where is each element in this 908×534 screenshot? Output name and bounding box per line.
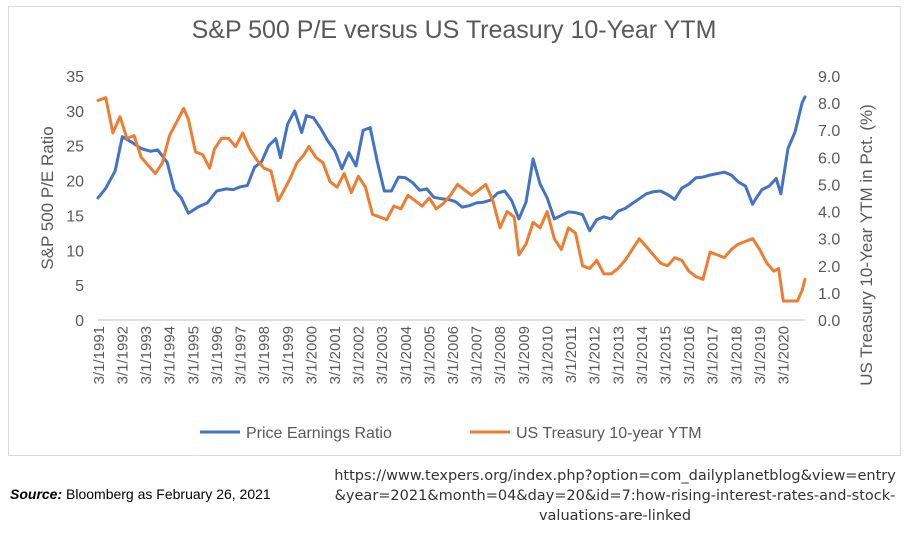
x-tick-label: 3/1/2006 xyxy=(445,326,462,384)
y2-axis-label: US Treasury 10-Year YTM in Pct. (%) xyxy=(857,104,876,386)
x-tick-label: 3/1/2005 xyxy=(421,326,438,384)
y-tick-label: 10 xyxy=(66,243,84,260)
legend-label: US Treasury 10-year YTM xyxy=(516,425,702,442)
y2-tick-label: 0.0 xyxy=(818,313,840,330)
source-note: Source: Bloomberg as February 26, 2021 xyxy=(10,486,271,502)
chart-plot: 0 5 10 15 20 25 30 35 0.0 1.0 2.0 3.0 4.0 5.0 6.0 7.0 8.… xyxy=(38,69,876,442)
x-tick-label: 3/1/2015 xyxy=(657,326,674,384)
y2-tick-label: 2.0 xyxy=(818,259,840,276)
y2-tick-label: 7.0 xyxy=(818,123,840,140)
x-tick-label: 3/1/2009 xyxy=(516,326,533,384)
x-tick-label: 3/1/2016 xyxy=(681,326,698,384)
x-tick-label: 3/1/2011 xyxy=(563,326,580,383)
x-tick-label: 3/1/2007 xyxy=(469,326,486,384)
x-tick-label: 3/1/2019 xyxy=(752,326,769,384)
x-tick-label: 3/1/1992 xyxy=(115,326,132,384)
source-url: https://www.texpers.org/index.php?option… xyxy=(334,468,896,524)
x-tick-label: 3/1/1999 xyxy=(280,326,297,384)
x-tick-label: 3/1/1995 xyxy=(185,326,202,384)
x-tick-label: 3/1/2018 xyxy=(728,326,745,384)
x-tick-label: 3/1/2001 xyxy=(327,326,344,384)
y-tick-label: 20 xyxy=(66,174,84,191)
series-line xyxy=(96,95,807,233)
source-label: Source: xyxy=(10,486,63,502)
source-text: Bloomberg as February 26, 2021 xyxy=(66,486,271,502)
x-tick-label: 3/1/2014 xyxy=(634,326,651,384)
x-tick-label: 3/1/1993 xyxy=(138,326,155,384)
y2-tick-label: 4.0 xyxy=(818,205,840,222)
y2-tick-label: 3.0 xyxy=(818,232,840,249)
y-tick-label: 0 xyxy=(75,313,84,330)
y-tick-label: 35 xyxy=(66,69,84,86)
x-tick-label: 3/1/2013 xyxy=(610,326,627,384)
x-tick-label: 3/1/2000 xyxy=(303,326,320,384)
x-tick-label: 3/1/2002 xyxy=(351,326,368,384)
chart-frame xyxy=(8,6,901,456)
y-tick-label: 30 xyxy=(66,104,84,121)
x-tick-label: 3/1/2017 xyxy=(705,326,722,384)
y2-tick-label: 8.0 xyxy=(818,96,840,113)
x-tick-label: 3/1/1991 xyxy=(91,326,108,384)
y2-tick-label: 5.0 xyxy=(818,177,840,194)
y-tick-label: 15 xyxy=(66,208,84,225)
x-tick-label: 3/1/2012 xyxy=(587,326,604,384)
x-tick-label: 3/1/1997 xyxy=(233,326,250,384)
x-tick-label: 3/1/2010 xyxy=(539,326,556,384)
chart-title: S&P 500 P/E versus US Treasury 10-Year Y… xyxy=(191,16,717,44)
y-axis-label: S&P 500 P/E Ratio xyxy=(38,126,57,269)
x-tick-label: 3/1/1998 xyxy=(256,326,273,384)
x-tick-label: 3/1/2003 xyxy=(374,326,391,384)
series-line xyxy=(96,96,807,303)
x-tick-label: 3/1/2008 xyxy=(492,326,509,384)
x-tick-label: 3/1/2020 xyxy=(775,326,792,384)
y2-tick-label: 9.0 xyxy=(818,69,840,86)
legend-label: Price Earnings Ratio xyxy=(246,425,392,442)
y2-tick-label: 6.0 xyxy=(818,150,840,167)
y2-tick-label: 1.0 xyxy=(818,286,840,303)
y-tick-label: 25 xyxy=(66,139,84,156)
y-tick-label: 5 xyxy=(75,278,84,295)
x-tick-label: 3/1/2004 xyxy=(398,326,415,384)
x-tick-label: 3/1/1994 xyxy=(162,326,179,384)
x-tick-label: 3/1/1996 xyxy=(209,326,226,384)
